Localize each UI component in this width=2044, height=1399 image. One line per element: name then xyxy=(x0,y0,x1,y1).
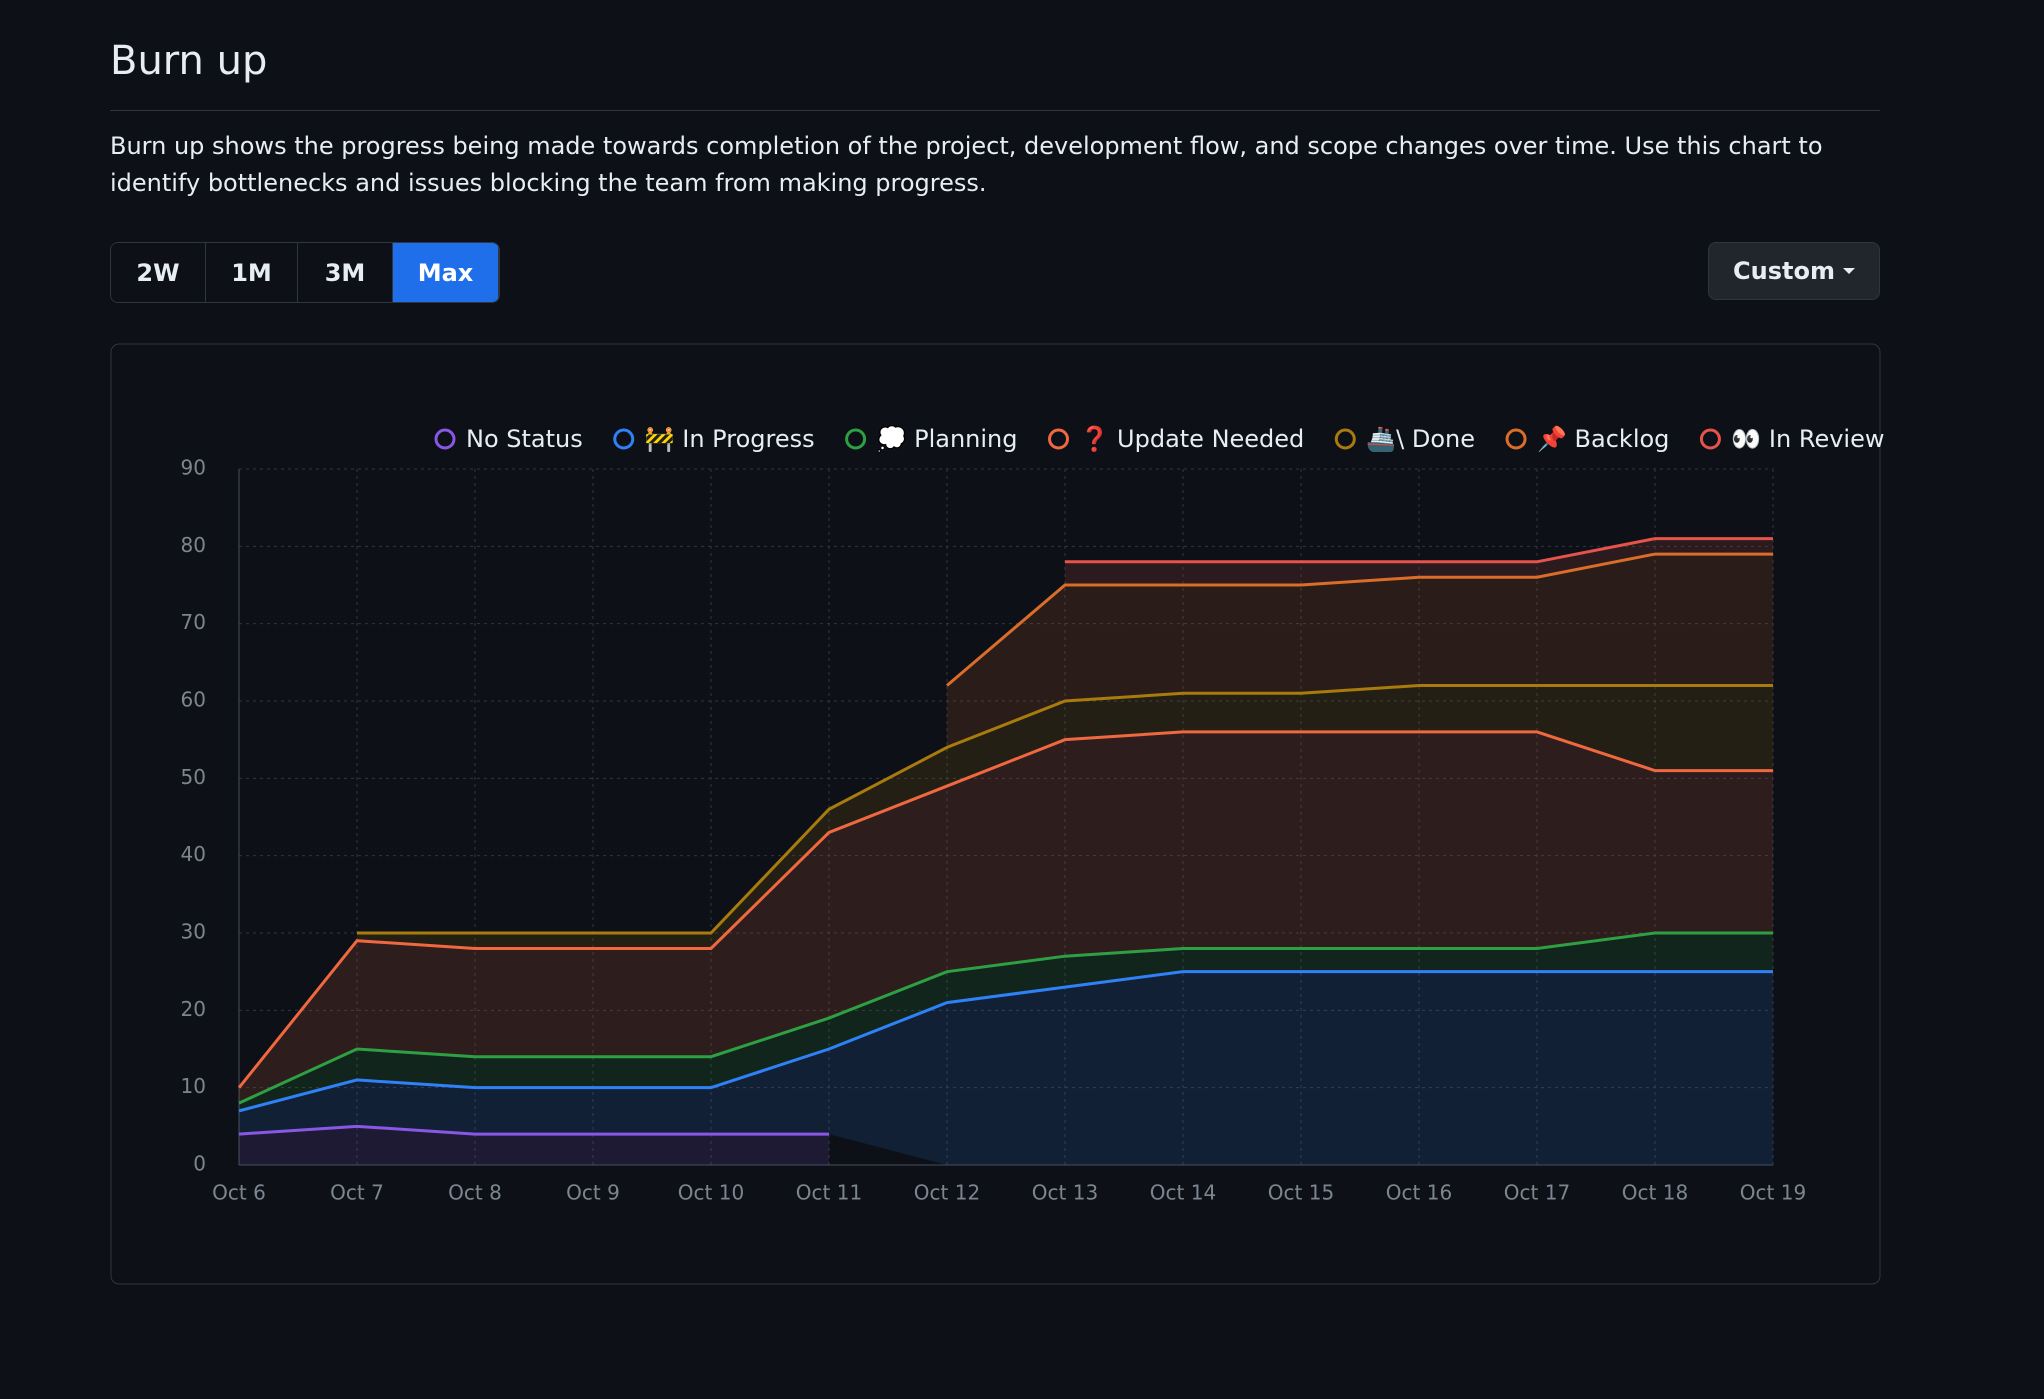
legend-marker xyxy=(613,428,635,450)
x-tick-label: Oct 8 xyxy=(448,1181,502,1205)
series-line xyxy=(237,730,1773,1089)
area xyxy=(239,971,1773,1165)
x-tick-label: Oct 6 xyxy=(212,1181,266,1205)
x-tick-label: Oct 16 xyxy=(1386,1181,1452,1205)
series-line xyxy=(1065,537,1773,564)
legend-label: 👀 In Review xyxy=(1731,425,1884,453)
series-line xyxy=(357,684,1773,935)
series-line xyxy=(238,1124,829,1136)
y-tick-label: 30 xyxy=(181,920,206,944)
x-tick-label: Oct 14 xyxy=(1150,1181,1216,1205)
legend-label: No Status xyxy=(466,425,583,453)
x-tick-label: Oct 9 xyxy=(566,1181,620,1205)
x-tick-label: Oct 19 xyxy=(1740,1181,1806,1205)
x-tick-label: Oct 17 xyxy=(1504,1181,1570,1205)
x-tick-label: Oct 11 xyxy=(796,1181,862,1205)
y-tick-label: 80 xyxy=(181,533,206,557)
y-tick-label: 10 xyxy=(181,1074,206,1098)
area xyxy=(239,933,1773,1111)
range-button[interactable]: Max xyxy=(393,243,499,302)
y-tick-label: 50 xyxy=(181,765,206,789)
y-tick-label: 20 xyxy=(181,997,206,1021)
separator xyxy=(110,110,1880,111)
y-tick-label: 60 xyxy=(181,688,206,712)
x-tick-label: Oct 15 xyxy=(1268,1181,1334,1205)
series-line xyxy=(238,931,1773,1105)
x-tick-label: Oct 13 xyxy=(1032,1181,1098,1205)
legend-marker xyxy=(1048,428,1070,450)
legend-marker xyxy=(434,428,456,450)
range-selector: 2W 1M 3M Max xyxy=(110,242,500,303)
y-tick-label: 90 xyxy=(181,456,206,480)
legend-label: 📌 Backlog xyxy=(1537,424,1669,453)
lines xyxy=(237,537,1773,1136)
x-tick-label: Oct 18 xyxy=(1622,1181,1688,1205)
description: Burn up shows the progress being made to… xyxy=(110,132,1823,197)
x-tick-label: Oct 10 xyxy=(678,1181,744,1205)
page-title: Burn up xyxy=(110,38,268,84)
series-line xyxy=(946,552,1773,687)
areas xyxy=(239,538,1773,1165)
chart-box xyxy=(110,343,1881,1285)
caret xyxy=(1842,268,1855,274)
series-line xyxy=(238,970,1773,1113)
legend-label: 💭 Planning xyxy=(877,424,1018,453)
custom-label: Custom xyxy=(1733,257,1835,285)
range-button[interactable]: 3M xyxy=(298,243,393,302)
y-tick-label: 0 xyxy=(193,1152,206,1176)
legend-label: 🚧 In Progress xyxy=(645,425,815,453)
range-button[interactable]: 1M xyxy=(206,243,298,302)
custom-button[interactable]: Custom xyxy=(1708,242,1880,300)
legend-label: ❓ Update Needed xyxy=(1080,425,1305,453)
legend-marker xyxy=(1334,428,1356,450)
legend-label: 🚢\ Done xyxy=(1366,425,1475,453)
y-tick-label: 70 xyxy=(181,610,206,634)
range-button[interactable]: 2W xyxy=(111,243,206,302)
area xyxy=(239,731,1773,1104)
x-tick-label: Oct 7 xyxy=(330,1181,384,1205)
y-tick-label: 40 xyxy=(181,842,206,866)
legend-marker xyxy=(845,428,867,450)
legend-marker xyxy=(1699,428,1721,450)
x-tick-label: Oct 12 xyxy=(914,1181,980,1205)
area xyxy=(947,554,1773,748)
legend-marker xyxy=(1505,428,1527,450)
area xyxy=(239,1126,829,1165)
area xyxy=(357,685,1773,949)
